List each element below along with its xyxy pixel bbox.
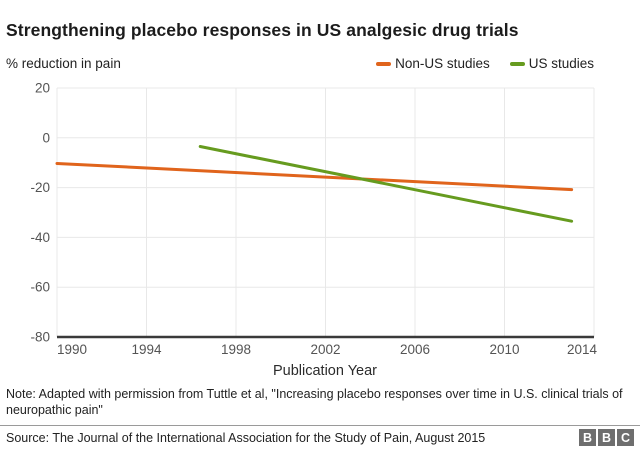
y-tick--80: -80 <box>30 330 50 345</box>
legend-item-us-studies: US studies <box>509 56 594 71</box>
chart-gridlines <box>56 87 595 339</box>
x-tick-1990: 1990 <box>57 342 87 357</box>
bbc-logo-letter: B <box>579 429 596 446</box>
legend-item-non-us-studies: Non-US studies <box>376 56 490 71</box>
chart-series-lines <box>55 145 574 223</box>
x-axis-label: Publication Year <box>273 363 377 379</box>
x-tick-1994: 1994 <box>131 342 162 357</box>
chart-tick-labels: 1990 1994 1998 2002 2006 2010 2014 20 0 -20 -40 -60… <box>30 81 597 358</box>
x-tick-2010: 2010 <box>489 342 519 357</box>
x-tick-2002: 2002 <box>310 342 340 357</box>
x-tick-2006: 2006 <box>400 342 430 357</box>
footer-divider <box>0 425 640 426</box>
source-row: Source: The Journal of the International… <box>6 429 634 446</box>
chart-title: Strengthening placebo responses in US an… <box>6 20 519 40</box>
legend-swatch-us-icon <box>509 61 525 66</box>
y-tick--60: -60 <box>30 280 50 295</box>
y-tick-0: 0 <box>42 130 50 145</box>
legend-label-us: US studies <box>528 56 594 71</box>
x-tick-1998: 1998 <box>221 342 251 357</box>
bbc-logo-letter: C <box>617 429 634 446</box>
y-tick--20: -20 <box>30 180 50 195</box>
bbc-logo: B B C <box>579 429 634 446</box>
y-tick-20: 20 <box>35 81 50 96</box>
note-text: Note: Adapted with permission from Tuttl… <box>6 387 623 418</box>
series-line-us-studies <box>198 145 574 223</box>
bbc-logo-letter: B <box>598 429 615 446</box>
y-axis-title: % reduction in pain <box>6 56 121 71</box>
subtitle-row: % reduction in pain Non-US studies US st… <box>6 56 594 71</box>
series-line-non-us-studies <box>55 161 574 192</box>
legend-label-non-us: Non-US studies <box>395 56 490 71</box>
x-tick-2014: 2014 <box>567 342 598 357</box>
chart-legend: Non-US studies US studies <box>376 56 594 71</box>
y-tick--40: -40 <box>30 230 50 245</box>
source-text: Source: The Journal of the International… <box>6 430 486 445</box>
legend-swatch-non-us-icon <box>376 61 392 66</box>
line-chart: 1990 1994 1998 2002 2006 2010 2014 20 0 -20 -40 -60… <box>30 81 597 380</box>
